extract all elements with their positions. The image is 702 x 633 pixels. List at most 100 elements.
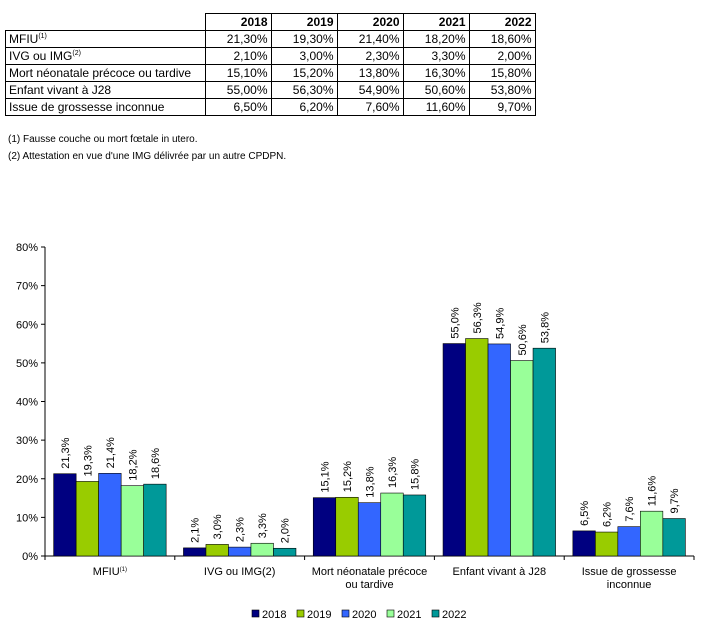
bar bbox=[510, 360, 534, 557]
chart-axes: 0% 10% 20% 30% 40% 50% 60% 70% 80% MFIU(1) IVG ou … bbox=[16, 242, 695, 591]
data-label: 19,3% bbox=[82, 445, 94, 476]
legend-label: 2021 bbox=[397, 609, 421, 621]
legend-swatch bbox=[431, 609, 440, 618]
data-label: 21,3% bbox=[60, 437, 72, 468]
chart-bars bbox=[53, 338, 686, 557]
bar bbox=[183, 547, 207, 557]
legend-swatch bbox=[341, 609, 350, 618]
bar bbox=[335, 496, 359, 557]
table-cell: 21,30% bbox=[204, 30, 272, 48]
y-tick-label: 60% bbox=[16, 319, 38, 331]
x-tick-label: inconnue bbox=[607, 579, 652, 591]
data-label: 2,0% bbox=[280, 518, 292, 543]
data-label: 50,6% bbox=[517, 324, 529, 355]
table-cell: 56,30% bbox=[270, 81, 338, 99]
table-cell: 7,60% bbox=[336, 98, 404, 116]
data-label: 16,3% bbox=[387, 457, 399, 488]
bar bbox=[120, 485, 144, 557]
bar bbox=[357, 502, 382, 557]
data-label: 15,8% bbox=[410, 459, 422, 490]
data-table: 2018 2019 2020 2021 2022 MFIU(1) 21,30% 19… bbox=[5, 13, 536, 116]
row-label: Issue de grossesse inconnue bbox=[5, 98, 206, 116]
table-cell: 11,60% bbox=[402, 98, 470, 116]
x-tick-label: Enfant vivant à J28 bbox=[453, 566, 547, 578]
bar bbox=[250, 542, 274, 557]
data-label: 9,7% bbox=[669, 488, 681, 513]
bar bbox=[532, 347, 556, 557]
legend-swatch bbox=[296, 609, 305, 618]
table-row: Enfant vivant à J28 55,00% 56,30% 54,90% 50,… bbox=[5, 81, 536, 99]
table-row: MFIU(1) 21,30% 19,30% 21,40% 18,20% 18,60% bbox=[5, 30, 536, 48]
data-label: 11,6% bbox=[647, 476, 659, 507]
legend-swatch bbox=[251, 609, 260, 618]
data-label: 56,3% bbox=[472, 302, 484, 333]
chart-data-labels: 21,3% 19,3% 21,4% 18,2% 18,6% 2,1% 3,0% 2,3% 3,3… bbox=[60, 302, 681, 543]
data-label: 54,9% bbox=[494, 308, 506, 339]
table-cell: 9,70% bbox=[468, 98, 536, 116]
x-tick-label: Mort néonatale précoce bbox=[312, 566, 428, 578]
footnotes: (1) Fausse couche ou mort fœtale in uter… bbox=[8, 131, 286, 165]
data-label: 2,3% bbox=[235, 517, 247, 542]
x-tick-label: IVG ou IMG(2) bbox=[204, 566, 276, 578]
table-cell: 15,20% bbox=[270, 64, 338, 82]
y-tick-label: 20% bbox=[16, 474, 38, 486]
table-row: IVG ou IMG(2) 2,10% 3,00% 2,30% 3,30% 2,00% bbox=[5, 47, 536, 65]
table-cell: 19,30% bbox=[270, 30, 338, 48]
legend-swatch bbox=[386, 609, 395, 618]
data-label: 6,5% bbox=[579, 501, 591, 526]
row-label: Enfant vivant à J28 bbox=[5, 81, 206, 99]
table-cell: 54,90% bbox=[336, 81, 404, 99]
data-label: 2,1% bbox=[190, 518, 202, 543]
column-header: 2021 bbox=[402, 13, 470, 31]
bar bbox=[98, 473, 122, 557]
bar bbox=[572, 530, 596, 557]
table-cell: 2,30% bbox=[336, 47, 404, 65]
bar bbox=[402, 494, 427, 557]
bar bbox=[380, 492, 404, 557]
legend-label: 2019 bbox=[307, 609, 331, 621]
bar bbox=[273, 547, 297, 557]
y-tick-label: 50% bbox=[16, 358, 38, 370]
bar bbox=[617, 526, 641, 557]
bar bbox=[143, 483, 167, 557]
chart-legend: 2018 2019 2020 2021 2022 bbox=[251, 609, 466, 621]
bar bbox=[312, 497, 337, 557]
x-tick-label: ou tardive bbox=[345, 579, 393, 591]
x-tick-label: MFIU(1) bbox=[93, 566, 127, 578]
data-label: 3,0% bbox=[212, 514, 224, 539]
y-tick-label: 40% bbox=[16, 397, 38, 409]
bar bbox=[595, 531, 619, 557]
legend-label: 2020 bbox=[352, 609, 376, 621]
table-cell: 6,20% bbox=[270, 98, 338, 116]
data-label: 13,8% bbox=[365, 466, 377, 497]
data-label: 53,8% bbox=[539, 312, 551, 343]
bar bbox=[205, 544, 229, 557]
data-label: 7,6% bbox=[624, 496, 636, 521]
bar bbox=[465, 338, 489, 557]
footnote: (2) Attestation en vue d'une IMG délivré… bbox=[8, 151, 287, 162]
y-tick-label: 30% bbox=[16, 435, 38, 447]
bar bbox=[640, 510, 664, 557]
y-tick-label: 10% bbox=[16, 512, 38, 524]
table-row: Mort néonatale précoce ou tardive 15,10% 1… bbox=[5, 64, 536, 82]
data-label: 55,0% bbox=[449, 307, 461, 338]
bar bbox=[228, 546, 252, 557]
y-tick-label: 80% bbox=[16, 242, 38, 254]
bar bbox=[487, 343, 511, 557]
table-cell: 2,00% bbox=[468, 47, 536, 65]
data-label: 21,4% bbox=[105, 437, 117, 468]
table-cell: 13,80% bbox=[336, 64, 404, 82]
table-cell: 16,30% bbox=[402, 64, 470, 82]
footnote: (1) Fausse couche ou mort fœtale in uter… bbox=[8, 134, 198, 145]
column-header: 2019 bbox=[270, 13, 338, 31]
bar bbox=[662, 518, 686, 557]
data-label: 3,3% bbox=[257, 513, 269, 538]
table-cell: 18,20% bbox=[402, 30, 470, 48]
y-tick-label: 0% bbox=[22, 551, 38, 563]
data-label: 6,2% bbox=[602, 502, 614, 527]
bar bbox=[53, 473, 77, 557]
x-tick-label: Issue de grossesse bbox=[582, 566, 677, 578]
data-label: 15,2% bbox=[342, 461, 354, 492]
table-row: Issue de grossesse inconnue 6,50% 6,20% 7,6… bbox=[5, 98, 536, 116]
data-label: 18,2% bbox=[127, 449, 139, 480]
